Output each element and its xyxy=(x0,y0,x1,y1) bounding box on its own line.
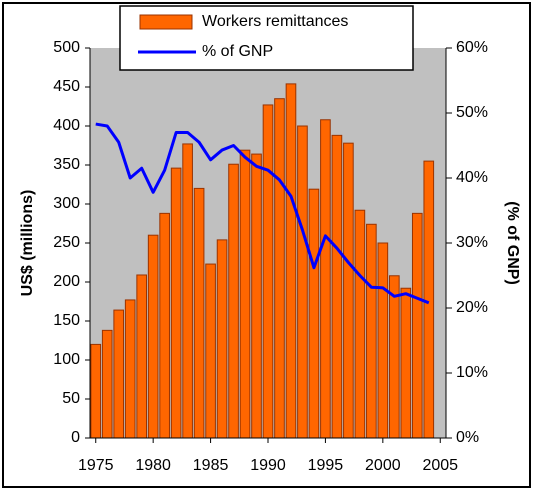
y-tick-label: 100 xyxy=(53,351,80,368)
bar xyxy=(377,242,389,439)
y-tick-label: 450 xyxy=(53,78,80,95)
bar xyxy=(251,153,262,439)
bar xyxy=(170,167,182,439)
bar xyxy=(262,104,274,439)
bar xyxy=(113,309,125,439)
line xyxy=(95,122,430,305)
legend-label: Workers remittances xyxy=(202,13,348,30)
y-tick-label: 50 xyxy=(62,390,80,407)
bar xyxy=(308,188,320,439)
y2-tick-label: 20% xyxy=(456,299,488,316)
bar xyxy=(205,263,216,439)
bar xyxy=(147,234,159,439)
y-tick-label: 400 xyxy=(53,117,80,134)
x-tick-label: 1980 xyxy=(135,457,171,474)
bar xyxy=(331,134,343,439)
y-tick-label: 250 xyxy=(53,234,80,251)
bar xyxy=(366,223,377,439)
y-axis-label: US$ (millions) xyxy=(19,190,36,297)
bar xyxy=(320,119,331,439)
bar xyxy=(136,274,148,439)
bar xyxy=(285,83,297,439)
bar xyxy=(274,98,285,439)
bar xyxy=(182,143,193,439)
y2-tick-label: 60% xyxy=(456,39,488,56)
x-tick-label: 2000 xyxy=(365,457,401,474)
y-tick-label: 350 xyxy=(53,156,80,173)
y-tick-label: 500 xyxy=(53,39,80,56)
bar xyxy=(228,163,239,439)
x-tick-label: 2005 xyxy=(422,457,458,474)
bar xyxy=(411,212,423,439)
legend-swatch xyxy=(139,14,193,30)
y-tick-label: 150 xyxy=(53,312,80,329)
bar xyxy=(400,287,412,439)
legend-label: % of GNP xyxy=(202,43,273,60)
bar xyxy=(193,187,205,439)
y2-tick-label: 10% xyxy=(456,364,488,381)
bar xyxy=(297,125,308,439)
plot-area: 0 50 100 150 200 250 300 350 400 450 500 0% 10% 20% 30… xyxy=(53,39,488,474)
y2-axis-label: (% of GNP) xyxy=(504,201,521,285)
bar xyxy=(239,149,251,439)
bar xyxy=(124,299,136,439)
legend: Workers remittances % of GNP xyxy=(119,5,414,71)
y2-tick-label: 30% xyxy=(456,234,488,251)
bar xyxy=(423,160,435,439)
y2-tick-label: 0% xyxy=(456,429,479,446)
bar xyxy=(354,209,366,439)
y-tick-label: 200 xyxy=(53,273,80,290)
bar xyxy=(216,239,228,439)
x-tick-label: 1990 xyxy=(250,457,286,474)
bar xyxy=(159,212,170,439)
bar xyxy=(90,343,102,439)
x-tick-label: 1975 xyxy=(78,457,114,474)
x-tick-label: 1995 xyxy=(308,457,344,474)
y-tick-label: 300 xyxy=(53,195,80,212)
bar xyxy=(343,142,354,439)
y2-tick-label: 40% xyxy=(456,169,488,186)
x-tick-label: 1985 xyxy=(193,457,229,474)
bar xyxy=(388,275,400,439)
y2-tick-label: 50% xyxy=(456,104,488,121)
bar xyxy=(101,329,113,439)
y-tick-label: 0 xyxy=(71,429,80,446)
